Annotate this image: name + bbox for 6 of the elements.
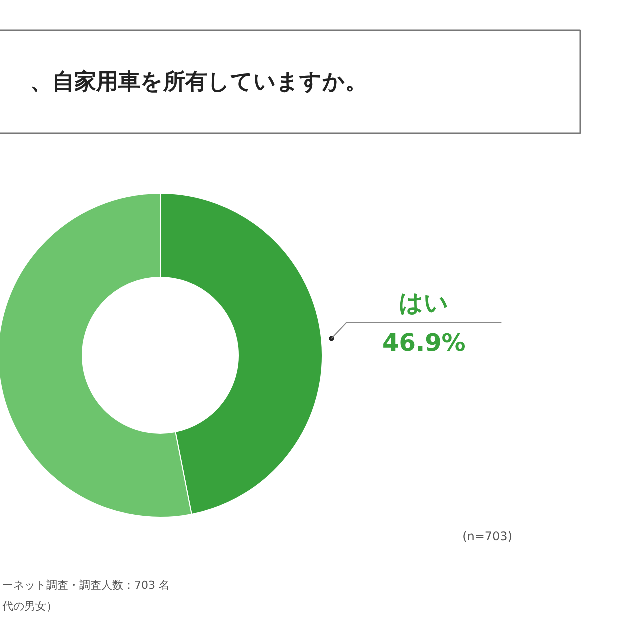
chart-title: 、自家用車を所有していますか。 [30,69,368,95]
text: 代の男女） [2,600,58,613]
text: (n=703) [462,530,513,544]
slice-label: はい [399,288,450,317]
text: ーネット調査・調査人数：703 名 [2,579,170,592]
data-label: 46.9% [382,328,466,357]
